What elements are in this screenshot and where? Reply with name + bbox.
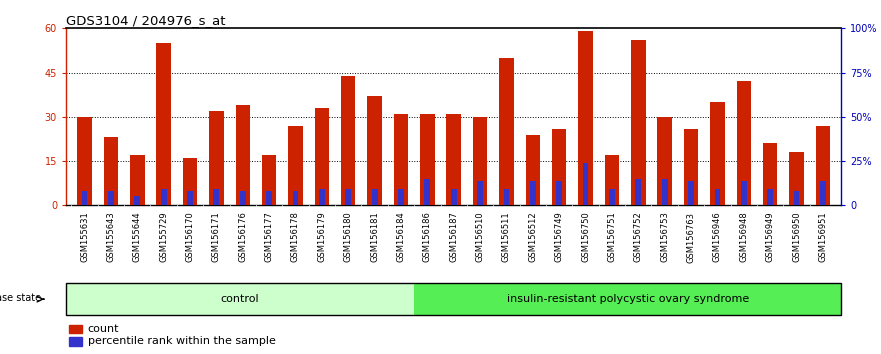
- Text: GSM156749: GSM156749: [555, 212, 564, 262]
- Bar: [315, 108, 329, 205]
- Text: GSM156949: GSM156949: [766, 212, 774, 262]
- Bar: [235, 105, 250, 205]
- Bar: [135, 196, 140, 205]
- Bar: [292, 191, 299, 205]
- Bar: [478, 181, 483, 205]
- Text: GSM155729: GSM155729: [159, 212, 168, 262]
- Bar: [714, 189, 721, 205]
- Text: GSM156186: GSM156186: [423, 212, 432, 262]
- Text: GSM156753: GSM156753: [660, 212, 670, 262]
- Bar: [763, 143, 777, 205]
- Text: disease state: disease state: [0, 292, 41, 303]
- Bar: [266, 191, 272, 205]
- Bar: [500, 58, 514, 205]
- Text: GSM156176: GSM156176: [238, 212, 248, 262]
- Bar: [447, 114, 461, 205]
- Text: GSM156171: GSM156171: [212, 212, 221, 262]
- Bar: [414, 283, 841, 315]
- Bar: [70, 325, 82, 333]
- Text: percentile rank within the sample: percentile rank within the sample: [88, 336, 276, 346]
- Bar: [789, 152, 803, 205]
- Bar: [767, 189, 773, 205]
- Bar: [341, 75, 356, 205]
- Text: GSM156170: GSM156170: [186, 212, 195, 262]
- Text: count: count: [88, 324, 119, 334]
- Text: GSM156763: GSM156763: [686, 212, 695, 263]
- Bar: [425, 179, 430, 205]
- Text: GSM156181: GSM156181: [370, 212, 379, 262]
- Bar: [710, 102, 725, 205]
- Bar: [741, 181, 747, 205]
- Bar: [820, 181, 825, 205]
- Text: GSM155644: GSM155644: [133, 212, 142, 262]
- Bar: [604, 155, 619, 205]
- Bar: [78, 117, 92, 205]
- Text: GSM155643: GSM155643: [107, 212, 115, 262]
- Bar: [262, 155, 277, 205]
- Bar: [552, 129, 566, 205]
- Bar: [160, 189, 167, 205]
- Text: GSM156950: GSM156950: [792, 212, 801, 262]
- Bar: [319, 189, 325, 205]
- Text: GSM156184: GSM156184: [396, 212, 405, 262]
- Bar: [530, 181, 536, 205]
- Bar: [631, 40, 646, 205]
- Text: GSM156946: GSM156946: [713, 212, 722, 262]
- Text: GSM156177: GSM156177: [264, 212, 274, 262]
- Bar: [556, 181, 562, 205]
- Bar: [209, 111, 224, 205]
- Bar: [662, 179, 668, 205]
- Bar: [372, 189, 377, 205]
- Bar: [104, 137, 118, 205]
- Bar: [345, 189, 352, 205]
- Bar: [187, 191, 193, 205]
- Bar: [657, 117, 672, 205]
- Text: GSM156179: GSM156179: [317, 212, 326, 262]
- Bar: [582, 163, 589, 205]
- Bar: [473, 117, 487, 205]
- Bar: [157, 43, 171, 205]
- Text: GDS3104 / 204976_s_at: GDS3104 / 204976_s_at: [66, 14, 226, 27]
- Bar: [66, 283, 414, 315]
- Bar: [182, 158, 197, 205]
- Bar: [288, 126, 303, 205]
- Bar: [816, 126, 830, 205]
- Text: GSM156512: GSM156512: [529, 212, 537, 262]
- Bar: [240, 191, 246, 205]
- Bar: [609, 189, 615, 205]
- Text: GSM156511: GSM156511: [502, 212, 511, 262]
- Bar: [394, 114, 408, 205]
- Text: GSM156951: GSM156951: [818, 212, 827, 262]
- Bar: [70, 337, 82, 346]
- Text: GSM156178: GSM156178: [291, 212, 300, 262]
- Bar: [451, 189, 456, 205]
- Text: GSM156187: GSM156187: [449, 212, 458, 262]
- Bar: [108, 191, 114, 205]
- Bar: [688, 181, 694, 205]
- Text: GSM156180: GSM156180: [344, 212, 352, 262]
- Text: control: control: [221, 294, 259, 304]
- Bar: [367, 96, 381, 205]
- Bar: [737, 81, 751, 205]
- Bar: [526, 135, 540, 205]
- Text: GSM156948: GSM156948: [739, 212, 748, 262]
- Bar: [794, 191, 799, 205]
- Text: insulin-resistant polycystic ovary syndrome: insulin-resistant polycystic ovary syndr…: [507, 294, 749, 304]
- Text: GSM156750: GSM156750: [581, 212, 590, 262]
- Bar: [635, 179, 641, 205]
- Text: GSM156752: GSM156752: [633, 212, 643, 262]
- Text: GSM156751: GSM156751: [607, 212, 617, 262]
- Bar: [82, 191, 87, 205]
- Text: GSM156510: GSM156510: [476, 212, 485, 262]
- Bar: [684, 129, 699, 205]
- Bar: [130, 155, 144, 205]
- Bar: [398, 189, 403, 205]
- Bar: [420, 114, 434, 205]
- Bar: [578, 31, 593, 205]
- Text: GSM155631: GSM155631: [80, 212, 89, 262]
- Bar: [504, 189, 509, 205]
- Bar: [213, 189, 219, 205]
